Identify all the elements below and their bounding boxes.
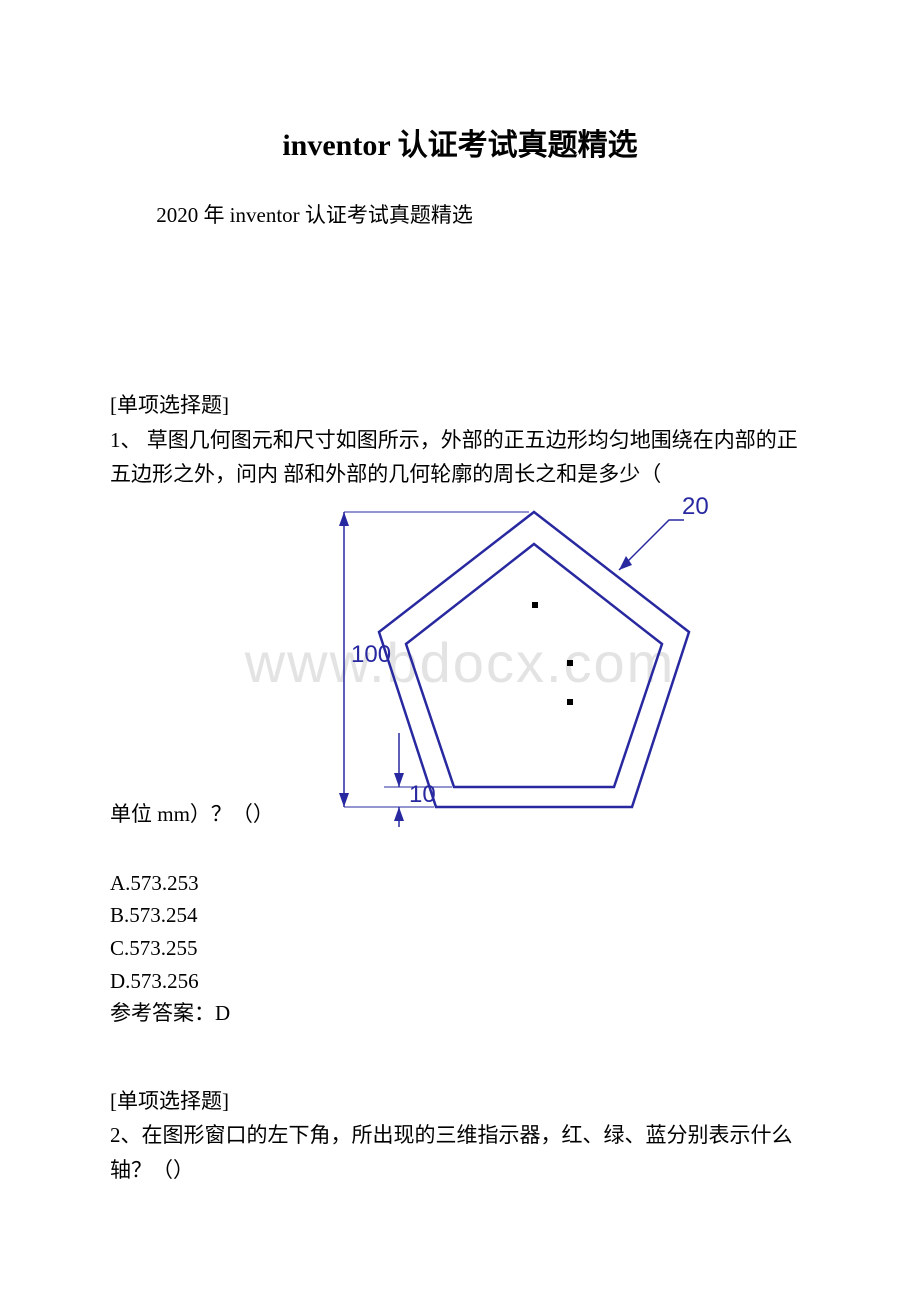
q1-type-label: [单项选择题]: [110, 389, 810, 423]
q1-answer: 参考答案：D: [110, 997, 810, 1030]
q1-option-c: C.573.255: [110, 932, 810, 965]
dot-3: [567, 699, 573, 705]
diagram-and-unit-row: 单位 mm）？（） 100: [110, 492, 810, 832]
dim-10-arrow-down-top: [394, 773, 404, 787]
document-content: inventor 认证考试真题精选 2020 年 inventor 认证考试真题…: [110, 120, 810, 1187]
dot-2: [567, 660, 573, 666]
q1-option-a: A.573.253: [110, 867, 810, 900]
dim-20-label: 20: [682, 493, 709, 520]
outer-pentagon: [379, 512, 689, 807]
q2-text: 2、在图形窗口的左下角，所出现的三维指示器，红、绿、蓝分别表示什么轴？（）: [110, 1118, 810, 1187]
question-1-block: [单项选择题] 1、 草图几何图元和尺寸如图所示，外部的正五边形均匀地围绕在内部…: [110, 389, 810, 1030]
dim-100-arrow-bottom: [339, 793, 349, 807]
dim-10-arrow-up-bottom: [394, 807, 404, 821]
document-title: inventor 认证考试真题精选: [110, 120, 810, 164]
dim-10-label: 10: [409, 781, 436, 808]
q2-type-label: [单项选择题]: [110, 1085, 810, 1119]
q1-option-d: D.573.256: [110, 965, 810, 998]
dot-1: [532, 602, 538, 608]
pentagon-diagram: 100 10 20: [284, 492, 714, 832]
q1-options: A.573.253 B.573.254 C.573.255 D.573.256 …: [110, 867, 810, 1030]
diagram-svg: 100 10 20: [284, 492, 714, 827]
dim-100-label: 100: [351, 641, 391, 668]
q1-text: 1、 草图几何图元和尺寸如图所示，外部的正五边形均匀地围绕在内部的正五边形之外，…: [110, 423, 810, 492]
q1-option-b: B.573.254: [110, 899, 810, 932]
document-subtitle: 2020 年 inventor 认证考试真题精选: [110, 199, 810, 229]
question-2-block: [单项选择题] 2、在图形窗口的左下角，所出现的三维指示器，红、绿、蓝分别表示什…: [110, 1085, 810, 1188]
dim-100-arrow-top: [339, 512, 349, 526]
q1-unit-text: 单位 mm）？（）: [110, 798, 274, 832]
